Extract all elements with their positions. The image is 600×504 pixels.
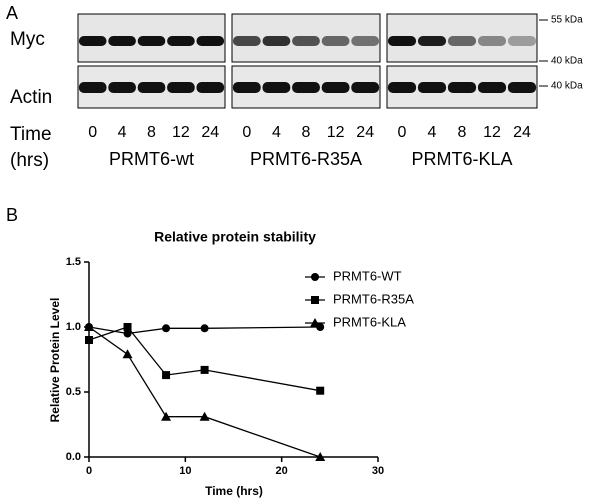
y-tick-label: 1.0 <box>66 321 81 333</box>
group-name: PRMT6-wt <box>109 149 194 169</box>
y-tick-label: 0.0 <box>66 451 81 463</box>
row-label: Myc <box>10 29 45 50</box>
lane-time: 0 <box>398 124 407 141</box>
band <box>108 36 136 46</box>
lane-time: 0 <box>88 124 97 141</box>
band <box>417 36 447 46</box>
point <box>199 411 210 421</box>
band <box>507 82 537 93</box>
band <box>387 36 417 46</box>
band <box>292 82 320 93</box>
lane-time: 12 <box>172 124 190 141</box>
point <box>122 349 133 359</box>
lane-time: 8 <box>147 124 156 141</box>
row-label: Actin <box>10 87 52 108</box>
legend-marker <box>311 273 319 281</box>
legend-label: PRMT6-WT <box>333 268 402 283</box>
band <box>108 82 136 93</box>
series-line <box>88 326 321 392</box>
panel-label: B <box>6 205 18 225</box>
lane-time: 24 <box>201 124 219 141</box>
lane-time: 8 <box>302 124 311 141</box>
lane-time: 4 <box>272 124 281 141</box>
legend-marker <box>310 318 320 327</box>
band <box>137 36 166 46</box>
point <box>162 324 171 333</box>
band <box>351 36 380 46</box>
point <box>200 324 209 333</box>
group-name: PRMT6-R35A <box>250 149 362 169</box>
band <box>321 82 350 93</box>
lane-time: 24 <box>513 124 531 141</box>
band <box>477 82 507 93</box>
lane-time: 0 <box>242 124 251 141</box>
band <box>232 82 261 93</box>
band <box>477 36 507 46</box>
point <box>123 329 132 338</box>
x-tick-label: 20 <box>276 465 288 477</box>
x-tick-label: 30 <box>372 465 384 477</box>
band <box>262 82 291 93</box>
band <box>196 36 225 46</box>
legend-label: PRMT6-KLA <box>333 314 406 329</box>
point <box>161 411 172 421</box>
legend-label: PRMT6-R35A <box>333 291 414 306</box>
band <box>321 36 350 46</box>
time-label: (hrs) <box>10 150 49 171</box>
marker-label: 55 kDa <box>551 15 583 26</box>
band <box>167 82 195 93</box>
lane-time: 12 <box>327 124 345 141</box>
band <box>137 82 166 93</box>
band <box>78 82 107 93</box>
point <box>315 452 326 461</box>
band <box>447 36 477 46</box>
series-line <box>88 326 321 458</box>
band <box>262 36 291 46</box>
y-tick-label: 1.5 <box>66 256 81 268</box>
marker-label: 40 kDa <box>551 81 583 92</box>
x-tick-label: 10 <box>179 465 191 477</box>
x-tick-label: 0 <box>86 465 92 477</box>
band <box>78 36 107 46</box>
lane-time: 24 <box>356 124 374 141</box>
band <box>232 36 261 46</box>
point <box>200 365 209 374</box>
x-axis-label: Time (hrs) <box>205 484 263 498</box>
legend-marker <box>311 296 319 304</box>
band <box>196 82 225 93</box>
band <box>351 82 380 93</box>
lane-time: 4 <box>118 124 127 141</box>
band <box>292 36 320 46</box>
time-label: Time <box>10 124 52 145</box>
lane-time: 8 <box>458 124 467 141</box>
point <box>85 336 93 344</box>
lane-time: 12 <box>483 124 501 141</box>
band <box>387 82 417 93</box>
point <box>84 322 94 331</box>
band <box>167 36 195 46</box>
y-axis-label: Relative Protein Level <box>48 298 62 423</box>
chart-title: Relative protein stability <box>154 229 316 245</box>
band <box>447 82 477 93</box>
group-name: PRMT6-KLA <box>411 149 512 169</box>
point <box>123 323 132 331</box>
marker-label: 40 kDa <box>551 56 583 67</box>
y-tick-label: 0.5 <box>66 386 81 398</box>
point <box>162 371 171 380</box>
band <box>507 36 537 46</box>
band <box>417 82 447 93</box>
panel-label: A <box>6 3 18 23</box>
lane-time: 4 <box>428 124 437 141</box>
point <box>316 386 325 395</box>
